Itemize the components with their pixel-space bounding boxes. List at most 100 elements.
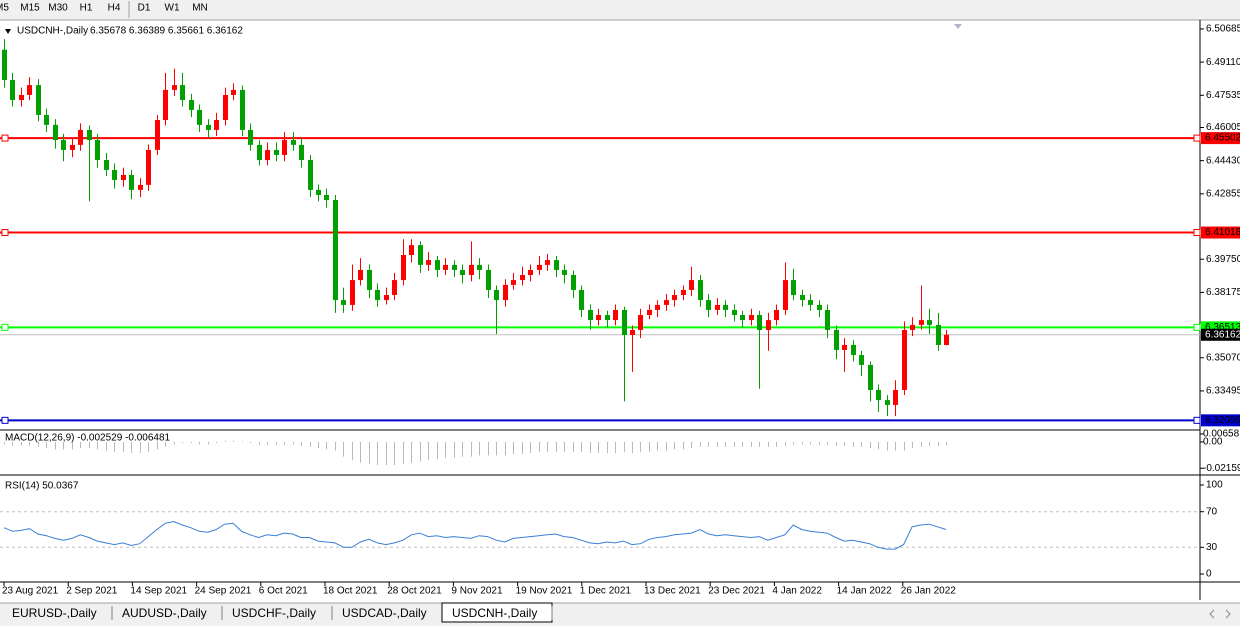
candle-body (53, 124, 58, 141)
candle-body (358, 269, 363, 281)
level-handle[interactable] (1193, 134, 1201, 142)
candle-body (257, 144, 262, 161)
timeframe-button[interactable]: M5 (0, 3, 9, 14)
chart-symbol: USDCNH-,Daily (17, 26, 88, 37)
candle-body (545, 260, 550, 265)
timeframe-button[interactable]: W1 (165, 3, 180, 14)
chart-ohlc: 6.35678 6.36389 6.35661 6.36162 (90, 26, 243, 37)
candle-body (588, 309, 593, 321)
candle-body (189, 100, 194, 110)
level-handle[interactable] (1193, 229, 1201, 237)
candle-body (324, 194, 329, 201)
x-tick-label: 14 Sep 2021 (130, 586, 187, 597)
tab-label[interactable]: USDCHF-,Daily (232, 606, 316, 620)
candle-body (104, 160, 109, 170)
tab-label[interactable]: EURUSD-,Daily (12, 606, 97, 620)
candle-body (435, 260, 440, 270)
candle-body (851, 344, 856, 356)
y-tick-label: 6.44430 (1206, 155, 1240, 166)
level-price-box (1201, 414, 1240, 427)
candle-body (180, 85, 185, 101)
tab-label[interactable]: USDCNH-,Daily (452, 606, 537, 620)
candle-body (825, 309, 830, 330)
level-price-label: 6.45502 (1205, 133, 1240, 144)
candle-body (689, 280, 694, 290)
y-tick-label: 6.39750 (1206, 254, 1240, 265)
x-tick-label: 23 Aug 2021 (2, 586, 59, 597)
candle-body (163, 89, 168, 121)
candle-body (350, 280, 355, 305)
candle-body (248, 129, 253, 145)
timeframe-button[interactable]: M15 (20, 3, 40, 14)
tab-label[interactable]: AUDUSD-,Daily (122, 606, 207, 620)
tab[interactable]: USDCHF-,Daily (232, 606, 333, 620)
timeframe-button[interactable]: MN (192, 3, 208, 14)
tab[interactable]: USDCNH-,Daily (441, 602, 553, 623)
tab[interactable]: AUDUSD-,Daily (122, 606, 223, 620)
candle-body (316, 189, 321, 195)
level-handle[interactable] (1193, 416, 1201, 424)
candle-body (87, 129, 92, 141)
candle-body (392, 280, 397, 296)
candle-body (129, 174, 134, 190)
timeframe-button[interactable]: H4 (108, 3, 121, 14)
level-handle[interactable] (1, 323, 9, 331)
level-handle[interactable] (1, 416, 9, 424)
tab-scroll[interactable] (1209, 609, 1231, 619)
candle-body (655, 304, 660, 310)
rsi-line (3, 520, 947, 550)
candle-body (800, 295, 805, 301)
timeframe-button[interactable]: H1 (80, 3, 93, 14)
candle-body (367, 269, 372, 290)
y-tick-label: 6.38175 (1206, 287, 1240, 298)
candle-body (936, 324, 941, 345)
level-handle[interactable] (1193, 323, 1201, 331)
candle-body (384, 295, 389, 301)
y-tick-label: 6.49110 (1206, 57, 1240, 68)
candle-body (341, 300, 346, 305)
y-tick-label: 6.33495 (1206, 386, 1240, 397)
x-tick-label: 13 Dec 2021 (644, 586, 701, 597)
current-price-label: 6.36162 (1205, 329, 1240, 340)
tab-label[interactable]: USDCAD-,Daily (342, 606, 427, 620)
candle-body (834, 329, 839, 350)
candle-body (27, 85, 32, 95)
level-handle[interactable] (1, 134, 9, 142)
candle-body (808, 300, 813, 305)
x-tick-label: 19 Nov 2021 (516, 586, 573, 597)
x-tick-label: 2 Sep 2021 (66, 586, 118, 597)
candle-body (927, 320, 932, 325)
timeframe-button[interactable]: D1 (138, 3, 151, 14)
candle-body (596, 315, 601, 321)
y-tick-label: 6.46005 (1206, 122, 1240, 133)
x-tick-label: 24 Sep 2021 (195, 586, 252, 597)
candle-body (757, 315, 762, 330)
candle-body (902, 329, 907, 390)
candle-body (622, 309, 627, 336)
y-tick-label: 6.50685 (1206, 24, 1240, 35)
timeframe-button[interactable]: M30 (48, 3, 68, 14)
candle-body (333, 200, 338, 301)
candle-body (562, 269, 567, 276)
candle-body (19, 94, 24, 101)
candle-body (469, 264, 474, 276)
candle-body (706, 300, 711, 310)
candle-body (554, 260, 559, 270)
level-handle[interactable] (1, 229, 9, 237)
candle-body (511, 280, 516, 285)
y-tick-label: 100 (1206, 480, 1223, 491)
candle-body (95, 140, 100, 161)
candle-body (223, 94, 228, 121)
candle-body (10, 80, 15, 101)
candle-body (308, 160, 313, 190)
tab[interactable]: EURUSD-,Daily (12, 606, 113, 620)
x-tick-label: 23 Dec 2021 (708, 586, 765, 597)
candle-body (494, 289, 499, 301)
candle-body (893, 389, 898, 405)
candle-body (571, 275, 576, 290)
candle-body (613, 309, 618, 321)
y-tick-label: 0.006581 (1203, 429, 1240, 440)
candle-body (774, 309, 779, 321)
candle-body (520, 275, 525, 281)
